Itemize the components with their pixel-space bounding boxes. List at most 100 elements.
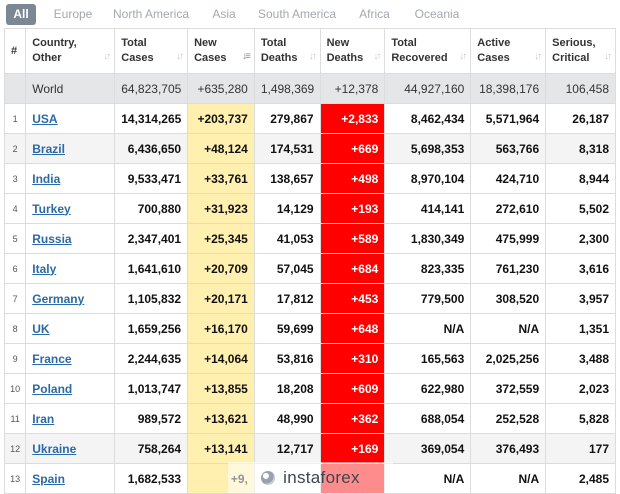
tab-oceania[interactable]: Oceania xyxy=(414,7,460,21)
country-cell: India xyxy=(25,163,116,194)
new-deaths-cell: +609 xyxy=(319,373,386,404)
active-cases-cell: 18,398,176 xyxy=(470,73,547,104)
total-recovered-cell: 779,500 xyxy=(384,283,472,314)
country-link[interactable]: UK xyxy=(32,321,50,336)
serious-critical-cell: 2,300 xyxy=(545,223,616,254)
tab-africa[interactable]: Africa xyxy=(359,7,390,21)
header-total-deaths[interactable]: Total Deaths ↓↑ xyxy=(253,28,321,74)
country-link[interactable]: Iran xyxy=(32,411,55,426)
tab-all[interactable]: All xyxy=(6,4,36,25)
table-row: 11 Iran 989,572 +13,621 48,990 +362 688,054 252… xyxy=(3,403,616,434)
serious-critical-cell: 5,502 xyxy=(545,193,616,224)
new-cases-cell: +635,280 xyxy=(187,73,255,104)
header-row: # Country, Other ↓↑ Total Cases ↓↑ New Case… xyxy=(3,28,616,74)
active-cases-cell: 308,520 xyxy=(470,283,547,314)
country-link[interactable]: Poland xyxy=(32,381,73,396)
new-cases-cell: +31,923 xyxy=(187,193,255,224)
serious-critical-cell: 1,351 xyxy=(545,313,616,344)
row-num: 3 xyxy=(3,163,27,194)
header-new-cases[interactable]: New Cases ↓≡ xyxy=(187,28,255,74)
new-cases-cell: +48,124 xyxy=(187,133,255,164)
country-cell: Iran xyxy=(25,403,116,434)
row-num: 6 xyxy=(3,253,27,284)
country-cell: World xyxy=(25,73,116,104)
total-cases-cell: 64,823,705 xyxy=(114,73,189,104)
new-cases-cell: +14,064 xyxy=(187,343,255,374)
table-row: 12 Ukraine 758,264 +13,141 12,717 +169 369,054… xyxy=(3,433,616,464)
header-serious-critical[interactable]: Serious, Critical ↓↑ xyxy=(545,28,616,74)
tab-europe[interactable]: Europe xyxy=(53,7,93,21)
total-cases-cell: 1,659,256 xyxy=(114,313,189,344)
country-link[interactable]: France xyxy=(32,351,72,366)
country-link[interactable]: Russia xyxy=(32,231,72,246)
total-recovered-cell: 369,054 xyxy=(384,433,472,464)
new-deaths-cell: +12,378 xyxy=(319,73,386,104)
country-link[interactable]: Turkey xyxy=(32,201,71,216)
new-deaths-cell: +589 xyxy=(319,223,386,254)
new-deaths-cell: +310 xyxy=(319,343,386,374)
total-recovered-cell: 8,970,104 xyxy=(384,163,472,194)
new-deaths-cell: +169 xyxy=(319,433,386,464)
instaforex-logo-icon xyxy=(261,470,276,485)
country-cell: Ukraine xyxy=(25,433,116,464)
country-cell: Turkey xyxy=(25,193,116,224)
total-deaths-cell: 41,053 xyxy=(253,223,321,254)
sort-desc-icon: ↓≡ xyxy=(241,51,251,62)
serious-critical-cell: 26,187 xyxy=(545,103,616,134)
header-country[interactable]: Country, Other ↓↑ xyxy=(25,28,116,74)
sort-icon: ↓↑ xyxy=(308,51,317,62)
table-row: 7 Germany 1,105,832 +20,171 17,812 +453 779,50… xyxy=(3,283,616,314)
region-tabs: All Europe North America Asia South Amer… xyxy=(0,0,620,28)
active-cases-cell: 475,999 xyxy=(470,223,547,254)
table-row: 9 France 2,244,635 +14,064 53,816 +310 165,563… xyxy=(3,343,616,374)
new-cases-cell: +25,345 xyxy=(187,223,255,254)
country-cell: France xyxy=(25,343,116,374)
serious-critical-cell: 3,616 xyxy=(545,253,616,284)
total-deaths-cell: 57,045 xyxy=(253,253,321,284)
new-deaths-cell: +362 xyxy=(319,403,386,434)
new-deaths-cell: +193 xyxy=(319,193,386,224)
total-recovered-cell: N/A xyxy=(384,313,472,344)
total-cases-cell: 9,533,471 xyxy=(114,163,189,194)
new-deaths-cell: +684 xyxy=(319,253,386,284)
tab-north-america[interactable]: North America xyxy=(112,7,190,21)
header-total-cases[interactable]: Total Cases ↓↑ xyxy=(114,28,189,74)
serious-critical-cell: 8,944 xyxy=(545,163,616,194)
total-recovered-cell: 622,980 xyxy=(384,373,472,404)
country-cell: Russia xyxy=(25,223,116,254)
row-num: 12 xyxy=(3,433,27,464)
total-cases-cell: 1,682,533 xyxy=(114,463,189,494)
instaforex-watermark: instaforex xyxy=(228,462,393,493)
country-link[interactable]: India xyxy=(32,171,61,186)
row-num: 9 xyxy=(3,343,27,374)
new-cases-cell: +13,621 xyxy=(187,403,255,434)
covid-table: # Country, Other ↓↑ Total Cases ↓↑ New Case… xyxy=(3,28,616,494)
active-cases-cell: 376,493 xyxy=(470,433,547,464)
country-link[interactable]: Brazil xyxy=(32,141,65,156)
country-cell: Brazil xyxy=(25,133,116,164)
row-num: 13 xyxy=(3,463,27,494)
sort-icon: ↓↑ xyxy=(604,51,612,62)
sort-icon: ↓↑ xyxy=(176,51,184,62)
header-active-cases[interactable]: Active Cases ↓↑ xyxy=(470,28,547,74)
row-num: 1 xyxy=(3,103,27,134)
header-total-recovered[interactable]: Total Recovered ↓↑ xyxy=(384,28,472,74)
header-new-deaths[interactable]: New Deaths ↓↑ xyxy=(319,28,386,74)
total-cases-cell: 14,314,265 xyxy=(114,103,189,134)
tab-asia[interactable]: Asia xyxy=(212,7,236,21)
table-row: 3 India 9,533,471 +33,761 138,657 +498 8,970,1… xyxy=(3,163,616,194)
row-num xyxy=(3,73,27,104)
country-cell: Italy xyxy=(25,253,116,284)
tab-south-america[interactable]: South America xyxy=(257,7,337,21)
total-recovered-cell: 414,141 xyxy=(384,193,472,224)
country-link[interactable]: Ukraine xyxy=(32,441,77,456)
country-link[interactable]: Italy xyxy=(32,261,57,276)
country-link[interactable]: Germany xyxy=(32,291,85,306)
total-cases-cell: 1,105,832 xyxy=(114,283,189,314)
serious-critical-cell: 8,318 xyxy=(545,133,616,164)
row-num: 8 xyxy=(3,313,27,344)
header-num[interactable]: # xyxy=(3,28,27,74)
country-link[interactable]: USA xyxy=(32,111,58,126)
country-link[interactable]: Spain xyxy=(32,471,65,486)
sort-icon: ↓↑ xyxy=(103,51,111,62)
